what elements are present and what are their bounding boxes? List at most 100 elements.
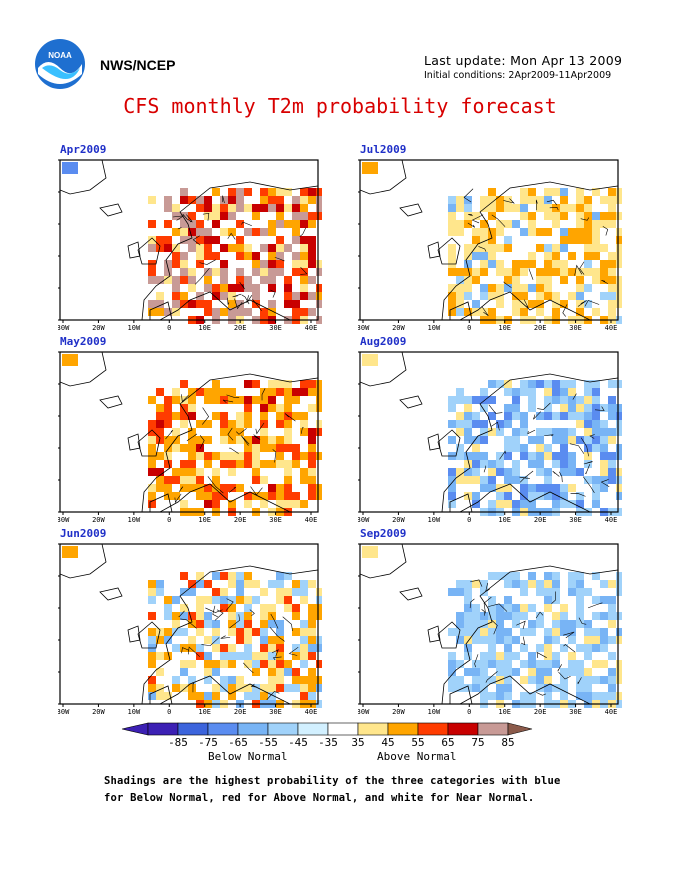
map-svg: 30N40N50N60N70N80N30W20W10W010E20E30E40E [358,351,622,524]
map-panel-aug2009: Aug200930N40N50N60N70N80N30W20W10W010E20… [358,335,622,525]
map-frame [59,159,319,321]
note-line-1: Shadings are the highest probability of … [104,775,561,787]
map-svg: 30N40N50N60N70N80N30W20W10W010E20E30E40E [58,351,322,524]
lon-tick-label: 40E [605,324,618,332]
legend-tick-label: -45 [288,736,308,749]
map-panel-may2009: May200930N40N50N60N70N80N30W20W10W010E20… [58,335,322,525]
lon-tick-label: 40E [305,708,318,716]
lon-tick-label: 10E [498,324,511,332]
country-borders [463,188,609,317]
lon-tick-label: 30W [358,324,370,332]
legend-swatch [207,722,239,736]
legend-right-arrow [507,722,533,736]
country-borders [172,195,308,311]
map-svg: 30N40N50N60N70N80N30W20W10W010E20E30E40E [58,543,322,716]
explanatory-note: Shadings are the highest probability of … [104,773,561,807]
logo-text: NOAA [48,51,72,60]
map-frame [59,351,319,513]
lon-tick-label: 10E [198,708,211,716]
legend-swatch [357,722,389,736]
legend-tick-label: -65 [228,736,248,749]
lon-tick-label: 10W [128,324,141,332]
legend-tick-label: 45 [381,736,394,749]
legend-swatch [387,722,419,736]
lon-tick-label: 20W [92,708,105,716]
lon-tick-label: 10E [198,324,211,332]
lon-tick-label: 20W [92,516,105,524]
lon-tick-label: 10W [428,708,441,716]
legend-swatch [177,722,209,736]
map-svg: 30N40N50N60N70N80N30W20W10W010E20E30E40E [358,159,622,332]
legend-tick-label: -35 [318,736,338,749]
country-borders [165,388,304,504]
lon-tick-label: 10W [128,516,141,524]
lon-tick-label: 20W [92,324,105,332]
legend-swatch [327,722,359,736]
map-frame [59,543,319,705]
note-line-2: for Below Normal, red for Above Normal, … [104,792,535,804]
noaa-logo: NOAA [35,39,85,89]
lon-tick-label: 20W [392,708,405,716]
panel-title: Sep2009 [360,527,407,540]
map-svg: 30N40N50N60N70N80N30W20W10W010E20E30E40E [358,543,622,716]
lon-tick-label: 30E [269,516,282,524]
map-frame [359,159,619,321]
probability-shading [362,546,622,708]
map-panel-apr2009: Apr200930N40N50N60N70N80N30W20W10W010E20… [58,143,322,333]
map-frame [359,351,619,513]
legend-swatch [297,722,329,736]
panel-title: May2009 [60,335,107,348]
lon-tick-label: 40E [305,324,318,332]
lon-tick-label: 30E [269,708,282,716]
lon-tick-label: 30W [58,324,70,332]
lon-tick-label: 10E [498,708,511,716]
lon-tick-label: 20E [534,324,547,332]
lon-tick-label: 30E [569,324,582,332]
legend-tick-label: 35 [351,736,364,749]
lon-tick-label: 20W [392,324,405,332]
lon-tick-label: 20E [234,516,247,524]
legend-tick-label: 75 [471,736,484,749]
lon-tick-label: 30W [58,516,70,524]
below-normal-label: Below Normal [208,750,288,763]
lon-tick-label: 20E [234,708,247,716]
lon-tick-label: 0 [467,516,471,524]
legend-tick-label: 85 [501,736,514,749]
lon-tick-label: 10W [428,324,441,332]
map-svg: 30N40N50N60N70N80N30W20W10W010E20E30E40E [58,159,322,332]
map-frame [359,543,619,705]
lon-tick-label: 40E [305,516,318,524]
lon-tick-label: 40E [605,516,618,524]
lon-tick-label: 0 [167,708,171,716]
page-title: CFS monthly T2m probability forecast [123,94,557,118]
country-borders [483,393,610,497]
legend-swatch [477,722,509,736]
coastlines [59,159,319,321]
lon-tick-label: 20E [234,324,247,332]
legend-swatch [417,722,449,736]
legend-swatch [237,722,269,736]
color-legend: -85 -75 -65 -55 -45 -35 35 45 55 65 75 85 [121,722,533,749]
lon-tick-label: 10E [198,516,211,524]
above-normal-label: Above Normal [377,750,457,763]
legend-tick-label: 65 [441,736,454,749]
legend-tick-label: -85 [168,736,188,749]
probability-shading [362,354,622,516]
lon-tick-label: 20W [392,516,405,524]
lon-tick-label: 10W [428,516,441,524]
lon-tick-label: 30E [569,516,582,524]
panel-title: Jul2009 [360,143,407,156]
legend-left-arrow [121,722,149,736]
initial-conditions: Initial conditions: 2Apr2009-11Apr2009 [424,70,612,81]
legend-swatch [267,722,299,736]
map-panel-sep2009: Sep200930N40N50N60N70N80N30W20W10W010E20… [358,527,622,717]
last-update: Last update: Mon Apr 13 2009 [424,53,623,68]
lon-tick-label: 0 [167,516,171,524]
panel-title: Aug2009 [360,335,407,348]
legend-swatch [447,722,479,736]
lon-tick-label: 0 [167,324,171,332]
probability-shading [62,546,322,708]
legend-tick-label: -75 [198,736,218,749]
lon-tick-label: 20E [534,516,547,524]
legend-tick-label: -55 [258,736,278,749]
